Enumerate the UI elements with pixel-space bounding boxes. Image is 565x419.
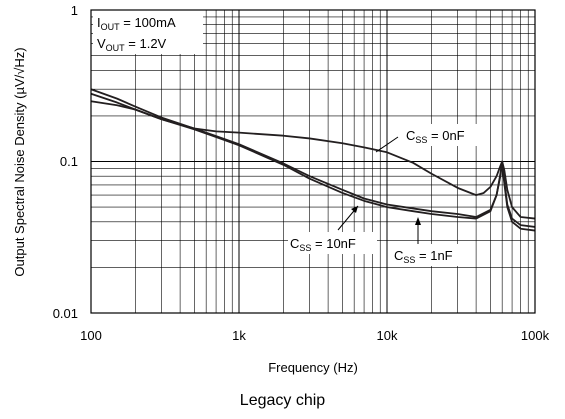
label-1nf: CSS = 1nF — [394, 248, 453, 265]
pointer-10nf-head — [351, 206, 358, 213]
condition-vout-sub: OUT — [106, 43, 126, 53]
pointer-0nf — [375, 136, 399, 153]
label-bg-1nf — [392, 244, 475, 266]
x-axis-label: Frequency (Hz) — [268, 360, 358, 375]
y-tick-0.1: 0.1 — [60, 154, 78, 169]
condition-iout-sub: OUT — [101, 22, 121, 32]
x-tick-100k: 100k — [521, 328, 550, 343]
plot-frame — [90, 9, 536, 314]
y-axis-label: Output Spectral Noise Density (µV/√Hz) — [12, 47, 27, 276]
x-tick-1k: 1k — [232, 328, 246, 343]
x-tick-100: 100 — [80, 328, 102, 343]
series-layer — [90, 88, 536, 232]
label-0nf: CSS = 0nF — [406, 128, 465, 145]
label-bg-0nf — [403, 124, 488, 146]
series-line-0 — [90, 100, 536, 220]
y-tick-0.01: 0.01 — [53, 306, 78, 321]
label-bg-10nf — [288, 232, 377, 254]
chart-caption: Legacy chip — [239, 392, 326, 409]
conditions-box — [93, 10, 203, 54]
pointer-1nf-head — [415, 217, 421, 225]
series-line-2 — [90, 88, 536, 232]
x-tick-10k: 10k — [377, 328, 398, 343]
label-10nf: CSS = 10nF — [290, 236, 356, 253]
y-tick-1: 1 — [71, 3, 78, 18]
